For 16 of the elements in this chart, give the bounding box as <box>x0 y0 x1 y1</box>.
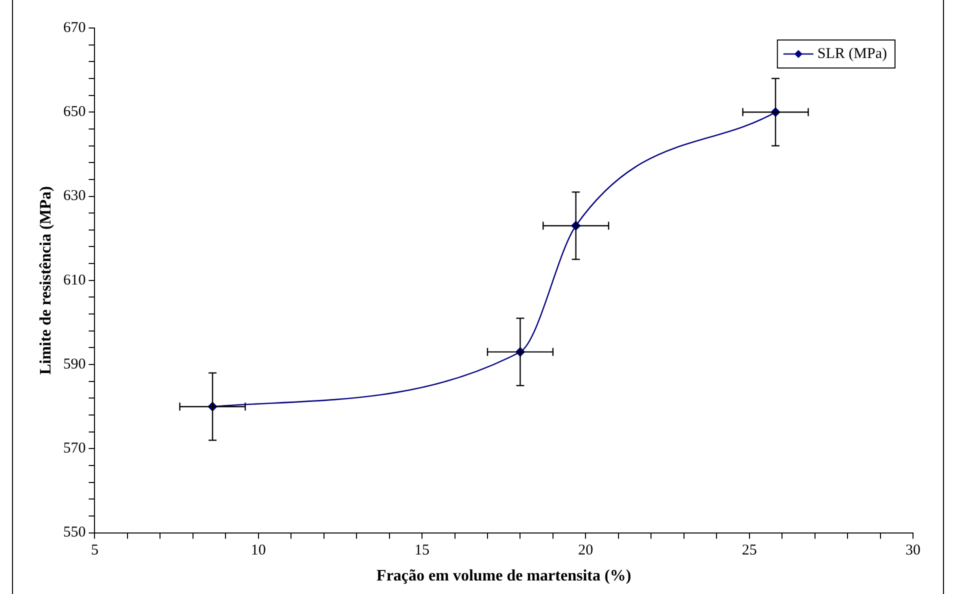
y-tick-label: 670 <box>63 20 86 36</box>
x-axis-title: Fração em volume de martensita (%) <box>376 568 632 585</box>
y-tick-label: 590 <box>63 356 86 372</box>
y-tick-label: 610 <box>63 272 86 288</box>
y-tick-label: 570 <box>63 440 86 457</box>
x-tick-label: 15 <box>414 542 430 559</box>
x-tick-label: 5 <box>90 542 98 559</box>
legend-label: SLR (MPa) <box>817 46 888 62</box>
y-axis-title: Limite de resistência (MPa) <box>38 186 55 375</box>
y-tick-label: 550 <box>63 524 86 541</box>
x-tick-label: 30 <box>906 542 920 559</box>
y-tick-label: 630 <box>63 188 86 204</box>
x-tick-label: 20 <box>578 542 594 559</box>
x-tick-label: 25 <box>742 542 757 559</box>
x-tick-label: 10 <box>250 542 266 559</box>
y-tick-label: 650 <box>63 104 86 120</box>
